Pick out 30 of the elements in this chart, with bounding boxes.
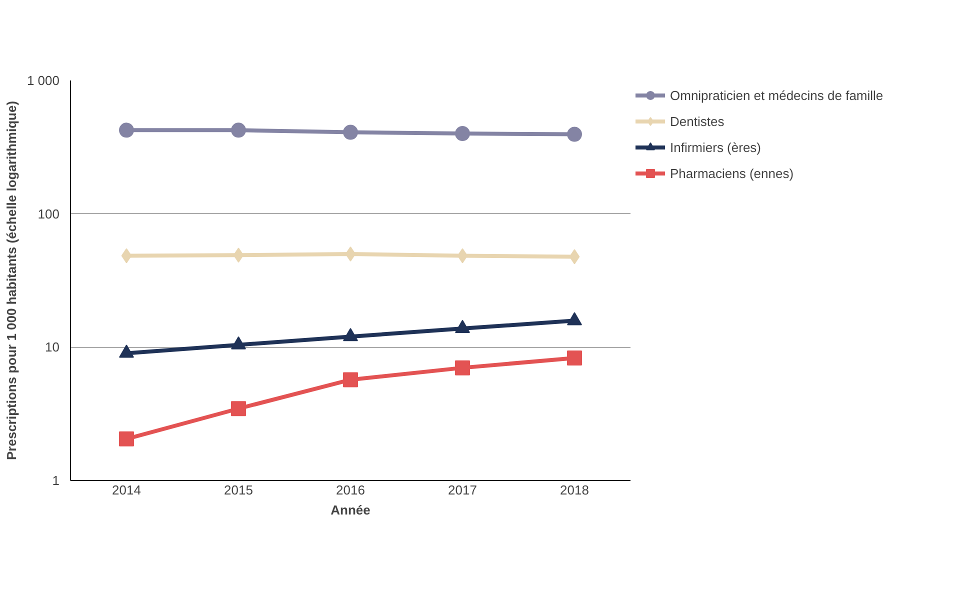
point (569, 249, 580, 264)
point (343, 124, 358, 140)
x-tick-label: 2018 (560, 482, 589, 498)
point (455, 126, 470, 142)
point (119, 431, 134, 446)
y-tick-label: 10 (45, 340, 60, 355)
point (231, 122, 246, 138)
point (345, 246, 356, 262)
x-tick-label: 2015 (224, 482, 253, 498)
point (343, 372, 358, 388)
legend-label: Pharmaciens (ennes) (670, 166, 794, 180)
point (567, 126, 582, 142)
x-tick-label: 2014 (112, 482, 141, 498)
x-axis-title: Année (330, 502, 370, 518)
y-tick-label: 1 (52, 473, 60, 488)
legend-label: Omnipraticien et médecins de famille (670, 88, 884, 102)
y-tick-label: 100 (38, 206, 60, 222)
point (455, 360, 470, 376)
point (121, 248, 132, 264)
point (457, 248, 468, 264)
y-tick-label: 1 000 (26, 73, 60, 88)
point (567, 350, 582, 366)
y-axis-title: Prescriptions pour 1 000 habitants (échelle logarithmique) (4, 100, 19, 460)
legend-label: Infirmiers (ères) (670, 140, 762, 154)
point (119, 122, 134, 138)
point (233, 248, 244, 263)
x-tick-label: 2016 (336, 482, 365, 498)
point (231, 401, 246, 416)
x-tick-label: 2017 (448, 482, 477, 498)
legend-label: Dentistes (670, 114, 724, 128)
